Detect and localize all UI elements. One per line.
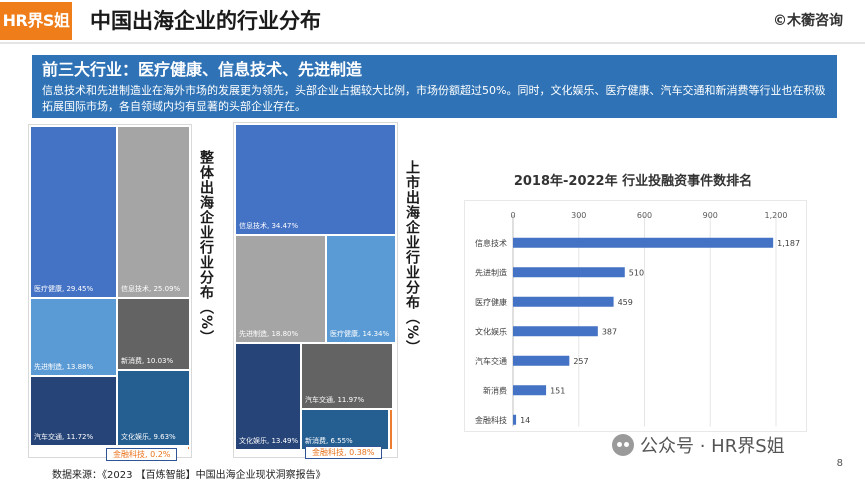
treemap-label: 汽车交通, 11.97%	[305, 396, 365, 404]
treemap-label-small: 金融科技, 0.38%	[305, 446, 382, 459]
value-label: 510	[629, 268, 644, 277]
treemap-cell-6	[187, 446, 190, 450]
bar-5	[513, 385, 547, 396]
category-label: 金融科技	[475, 415, 507, 425]
x-tick-label: 600	[637, 211, 652, 220]
bar-3	[513, 326, 598, 337]
category-label: 新消费	[483, 385, 507, 395]
bar-chart-svg: 03006009001,200信息技术1,187先进制造510医疗健康459文化…	[475, 211, 800, 427]
banner-text: 信息技术和先进制造业在海外市场的发展更为领先，头部企业占据较大比例，市场份额超过…	[42, 84, 826, 113]
treemap-cell-0: 信息技术, 34.47%	[235, 124, 396, 235]
data-source: 数据来源：《2023 【百炼智能】中国出海企业现状洞察报告》	[52, 470, 326, 481]
treemap-label: 新消费, 6.55%	[305, 437, 353, 445]
summary-banner: 前三大行业：医疗健康、信息技术、先进制造 信息技术和先进制造业在海外市场的发展更…	[32, 55, 837, 118]
logo: HR界S姐	[0, 2, 72, 40]
bar-chart: 2018年-2022年 行业投融资事件数排名 03006009001,200信息…	[458, 170, 808, 435]
watermark-text: 公众号 · HR界S姐	[640, 436, 785, 457]
banner-heading: 前三大行业：医疗健康、信息技术、先进制造	[42, 60, 363, 79]
title-divider	[0, 42, 865, 44]
category-label: 文化娱乐	[475, 326, 507, 336]
treemap-cell-5: 文化娱乐, 9.63%	[117, 370, 190, 446]
treemap-label: 医疗健康, 29.45%	[34, 285, 94, 293]
treemap-listed: 信息技术, 34.47% 先进制造, 18.80% 医疗健康, 14.34% 文化娱乐…	[235, 124, 396, 459]
treemap-label: 汽车交通, 11.72%	[34, 433, 94, 441]
value-label: 257	[573, 357, 588, 366]
treemap-overall-title: 整体出海企业行业分布（%）	[198, 150, 214, 346]
treemap-label: 文化娱乐, 9.63%	[121, 433, 176, 441]
treemap-cell-1: 先进制造, 18.80%	[235, 235, 326, 343]
treemap-overall: 医疗健康, 29.45% 信息技术, 25.09% 先进制造, 13.88% 汽车交通…	[30, 126, 190, 461]
treemap-cell-2: 先进制造, 13.88%	[30, 298, 117, 376]
treemap-listed-title: 上市出海企业行业分布（%）	[404, 160, 420, 356]
category-label: 先进制造	[475, 267, 507, 277]
value-label: 459	[618, 298, 633, 307]
page-number: 8	[836, 458, 843, 469]
treemap-cell-0: 医疗健康, 29.45%	[30, 126, 117, 298]
wechat-icon	[612, 434, 634, 456]
category-label: 汽车交通	[475, 356, 507, 366]
x-tick-label: 900	[703, 211, 718, 220]
treemap-label: 信息技术, 34.47%	[239, 222, 299, 230]
treemap-label: 新消费, 10.03%	[121, 357, 174, 365]
treemap-label: 文化娱乐, 13.49%	[239, 437, 299, 445]
treemap-label: 先进制造, 18.80%	[239, 330, 299, 338]
bar-0	[513, 237, 774, 248]
bar-chart-title: 2018年-2022年 行业投融资事件数排名	[513, 174, 753, 189]
treemap-label: 医疗健康, 14.34%	[330, 330, 390, 338]
treemap-cell-1: 信息技术, 25.09%	[117, 126, 190, 298]
page-title: 中国出海企业的行业分布	[90, 9, 321, 33]
bar-6	[513, 414, 517, 425]
bar-1	[513, 267, 625, 278]
value-label: 14	[520, 416, 530, 425]
header: HR界S姐 中国出海企业的行业分布 ©木蘅咨询	[0, 0, 865, 42]
treemap-cell-4: 汽车交通, 11.97%	[301, 343, 393, 409]
x-tick-label: 300	[571, 211, 586, 220]
category-label: 信息技术	[475, 238, 507, 248]
treemap-label: 信息技术, 25.09%	[121, 285, 181, 293]
treemap-cell-3: 新消费, 10.03%	[117, 298, 190, 370]
category-label: 医疗健康	[475, 297, 507, 307]
value-label: 1,187	[777, 239, 800, 248]
bar-4	[513, 355, 570, 366]
treemap-label: 先进制造, 13.88%	[34, 363, 94, 371]
watermark: 公众号 · HR界S姐	[612, 432, 785, 458]
treemap-cell-5: 新消费, 6.55%	[301, 409, 389, 450]
copyright: ©木蘅咨询	[773, 13, 843, 29]
treemap-cell-4: 汽车交通, 11.72%	[30, 376, 117, 446]
treemap-cell-3: 文化娱乐, 13.49%	[235, 343, 301, 450]
value-label: 151	[550, 386, 565, 395]
treemap-cell-2: 医疗健康, 14.34%	[326, 235, 396, 343]
x-tick-label: 1,200	[765, 211, 788, 220]
bar-chart-frame	[464, 200, 807, 432]
treemap-label-small: 金融科技, 0.2%	[106, 448, 178, 461]
value-label: 387	[602, 327, 617, 336]
treemap-cell-6	[389, 409, 393, 450]
bar-2	[513, 296, 614, 307]
